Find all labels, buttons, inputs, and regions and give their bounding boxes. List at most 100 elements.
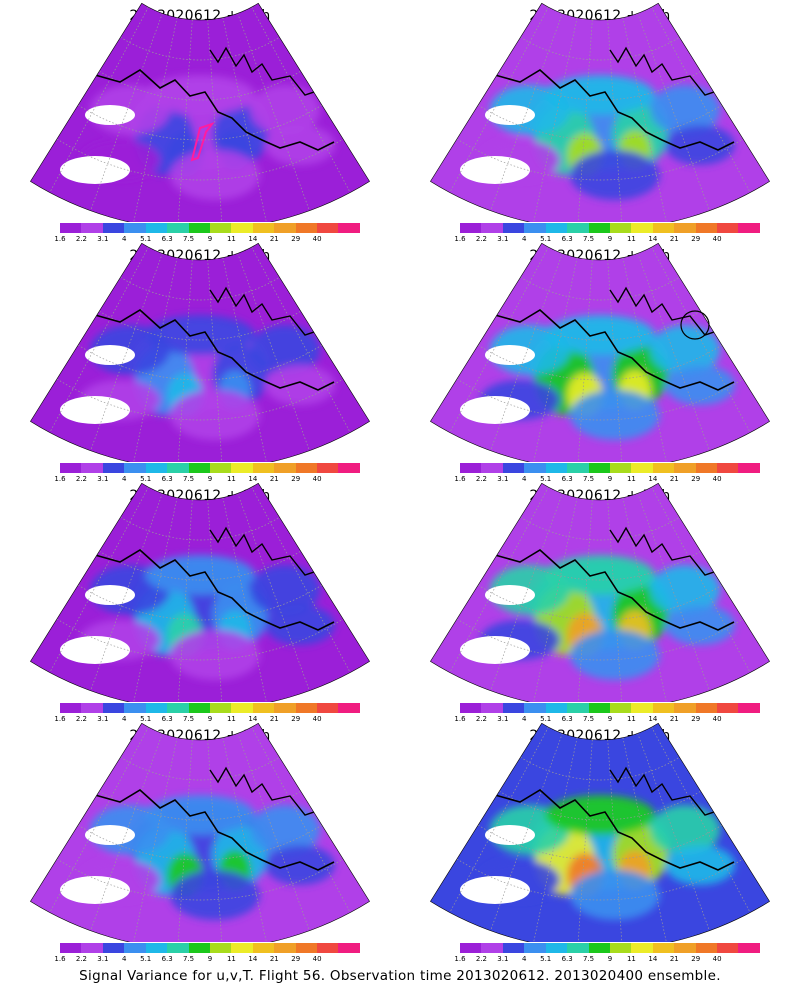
- colorbar-tick-label: 3.1: [97, 235, 109, 243]
- graticule-line: [520, 36, 680, 61]
- colorbar-swatch: [674, 223, 696, 233]
- graticule-line: [456, 858, 744, 901]
- variance-region: [170, 870, 260, 920]
- colorbar-swatch: [338, 463, 360, 473]
- colorbar-tick-label: 7.5: [182, 235, 195, 243]
- graticule-line: [577, 259, 593, 462]
- colorbar-swatch: [567, 223, 589, 233]
- colorbar-swatch: [695, 463, 718, 473]
- graticule-line: [499, 70, 701, 101]
- no-data-region: [460, 396, 530, 424]
- colorbar-swatch: [274, 703, 296, 713]
- variance-region: [250, 565, 320, 615]
- colorbar-swatch: [588, 463, 610, 473]
- colorbar-swatch: [167, 463, 189, 473]
- graticule-line: [133, 17, 178, 222]
- colorbar-swatch: [652, 703, 675, 713]
- colorbar-tick-label: 4: [522, 955, 527, 963]
- colorbar-labels: 1.6 2.2 3.1 4 5.1 6.3 7.5 9 11 14 21 29 40: [54, 475, 360, 485]
- colorbar-swatch: [209, 223, 232, 233]
- no-data-region: [85, 585, 135, 605]
- graticule-line: [90, 13, 163, 211]
- variance-map: [30, 242, 370, 462]
- map-frame: [30, 482, 370, 702]
- colorbar-swatch: [102, 463, 125, 473]
- coastline: [94, 309, 335, 391]
- colorbar-swatch: [102, 943, 125, 953]
- colorbar-swatch: [652, 223, 675, 233]
- variance-map: [430, 242, 770, 462]
- variance-region: [265, 605, 335, 645]
- coastline: [609, 286, 736, 351]
- colorbar-tick-label: 1.6: [54, 955, 66, 963]
- variance-region: [545, 555, 655, 595]
- colorbar-swatch: [652, 463, 675, 473]
- variance-region: [170, 150, 260, 200]
- graticule-line: [456, 618, 744, 661]
- colorbar-swatch: [145, 943, 168, 953]
- graticule-line: [207, 259, 223, 462]
- colorbar-tick-label: 4: [522, 475, 527, 483]
- colorbar-tick-label: 29: [691, 715, 701, 723]
- colorbar: [60, 223, 360, 233]
- colorbar-tick-label: 3.1: [497, 475, 509, 483]
- colorbar-swatch: [738, 223, 760, 233]
- graticule-line: [520, 276, 680, 301]
- colorbar-swatch: [609, 943, 632, 953]
- colorbar-tick-label: 5.1: [540, 715, 552, 723]
- colorbar-swatch: [209, 703, 232, 713]
- colorbar-swatch: [81, 703, 103, 713]
- coastline: [209, 286, 336, 351]
- colorbar-tick-label: 5.1: [540, 475, 552, 483]
- coastline: [209, 526, 336, 591]
- colorbar-tick-label: 7.5: [582, 955, 595, 963]
- colorbar-tick-label: 2.2: [75, 235, 87, 243]
- colorbar-swatch: [567, 703, 589, 713]
- colorbar-swatch: [652, 943, 675, 953]
- colorbar-tick-label: 11: [226, 235, 236, 243]
- variance-region: [650, 565, 720, 615]
- flight-track-outline: [190, 122, 215, 162]
- colorbar-tick-label: 7.5: [182, 955, 195, 963]
- colorbar-tick-label: 21: [669, 235, 679, 243]
- colorbar-swatch: [588, 223, 610, 233]
- colorbar-labels: 1.6 2.2 3.1 4 5.1 6.3 7.5 9 11 14 21 29 40: [454, 235, 760, 245]
- colorbar-tick-label: 4: [122, 955, 127, 963]
- colorbar-tick-label: 14: [648, 235, 658, 243]
- colorbar-swatch: [317, 943, 339, 953]
- colorbar-swatch: [524, 703, 546, 713]
- colorbar-tick-label: 21: [669, 475, 679, 483]
- colorbar-tick-label: 40: [712, 475, 722, 483]
- colorbar-tick-label: 21: [269, 235, 279, 243]
- variance-region: [170, 630, 260, 680]
- colorbar-swatch: [317, 703, 339, 713]
- no-data-region: [698, 766, 742, 794]
- colorbar-tick-label: 40: [712, 955, 722, 963]
- colorbar-tick-label: 2.2: [75, 955, 87, 963]
- colorbar: [60, 943, 360, 953]
- no-data-region: [85, 105, 135, 125]
- colorbar-swatch: [695, 703, 718, 713]
- colorbar-tick-label: 9: [207, 955, 213, 963]
- colorbar-tick-label: 21: [669, 715, 679, 723]
- graticule-line: [533, 497, 578, 702]
- colorbar-swatch: [717, 703, 739, 713]
- colorbar-tick-label: 21: [269, 475, 279, 483]
- colorbar-tick-label: 4: [122, 715, 127, 723]
- colorbar-tick-label: 29: [691, 235, 701, 243]
- map-panel: 2013020612 + 12h 1.6 2.2 3.1 4 5.1 6.3 7.5 9 11 14…: [0, 240, 400, 483]
- colorbar-swatch: [252, 943, 275, 953]
- colorbar-tick-label: 3.1: [497, 235, 509, 243]
- colorbar-swatch: [502, 943, 525, 953]
- no-data-region: [485, 585, 535, 605]
- colorbar-swatch: [481, 223, 503, 233]
- colorbar-swatch: [631, 703, 653, 713]
- colorbar-swatch: [545, 703, 568, 713]
- graticule-line: [99, 550, 301, 581]
- colorbar: [460, 703, 760, 713]
- colorbar-tick-label: 11: [626, 715, 636, 723]
- colorbar-swatch: [231, 463, 253, 473]
- colorbar-tick-label: 4: [122, 235, 127, 243]
- colorbar-tick-label: 7.5: [582, 475, 595, 483]
- graticule-line: [222, 17, 267, 222]
